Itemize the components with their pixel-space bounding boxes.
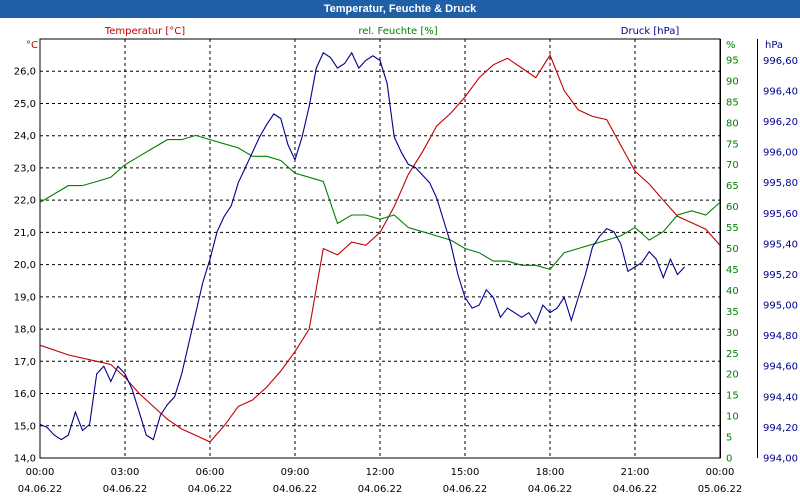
y-middle-tick-label: 15 <box>726 391 739 402</box>
y-right-tick-label: 996,00 <box>763 148 798 159</box>
axes-group: 00:00 04.06.22 03:00 04.06.22 06:00 04.06.22 0… <box>14 26 798 495</box>
y-middle-tick-label: 25 <box>726 349 739 360</box>
x-date-label: 04.06.22 <box>103 484 148 495</box>
y-middle-tick-label: 50 <box>726 244 739 255</box>
y-middle-tick-label: 65 <box>726 181 739 192</box>
y-left-tick-label: 26,0 <box>14 67 36 78</box>
pressure-line <box>39 51 686 441</box>
grid <box>40 39 720 458</box>
y-right-tick-label: 995,60 <box>763 209 798 220</box>
y-left-tick-label: 16,0 <box>14 389 36 400</box>
window-titlebar: Temperatur, Feuchte & Druck <box>0 0 800 18</box>
y-middle-tick-label: 40 <box>726 286 739 297</box>
chart: 00:00 04.06.22 03:00 04.06.22 06:00 04.06.22 0… <box>14 26 798 495</box>
x-date-label: 04.06.22 <box>528 484 573 495</box>
x-tick-label: 12:00 <box>366 467 395 478</box>
y-left-tick-label: 14,0 <box>14 454 36 465</box>
y-right-tick-label: 994,80 <box>763 331 798 342</box>
y-middle-unit: % <box>726 40 736 51</box>
y-right-tick-label: 994,40 <box>763 392 798 403</box>
y-middle-tick-label: 30 <box>726 328 739 339</box>
y-left-tick-label: 22,0 <box>14 196 36 207</box>
y-right-tick-label: 995,20 <box>763 270 798 281</box>
y-left-tick-label: 18,0 <box>14 325 36 336</box>
y-right-tick-label: 994,20 <box>763 423 798 434</box>
x-date-label: 04.06.22 <box>358 484 403 495</box>
x-date-label: 04.06.22 <box>273 484 318 495</box>
y-middle-tick-label: 95 <box>726 55 739 66</box>
y-left-tick-label: 21,0 <box>14 228 36 239</box>
y-left-tick-label: 24,0 <box>14 131 36 142</box>
y-right-unit: hPa <box>765 40 783 51</box>
y-right-tick-label: 995,00 <box>763 301 798 312</box>
y-middle-tick-label: 90 <box>726 76 739 87</box>
x-date-label: 05.06.22 <box>698 484 743 495</box>
window-title: Temperatur, Feuchte & Druck <box>323 3 477 15</box>
y-middle-tick-label: 80 <box>726 118 739 129</box>
y-left-tick-label: 15,0 <box>14 421 36 432</box>
y-right-tick-label: 995,80 <box>763 178 798 189</box>
series-group <box>39 51 721 443</box>
x-date-label: 04.06.22 <box>188 484 233 495</box>
x-tick-label: 00:00 <box>26 467 55 478</box>
y-right-tick-label: 996,60 <box>763 56 798 67</box>
x-tick-label: 09:00 <box>281 467 310 478</box>
y-right-tick-label: 995,40 <box>763 239 798 250</box>
x-tick-label: 00:00 <box>706 467 735 478</box>
y-left-tick-label: 19,0 <box>14 292 36 303</box>
x-tick-label: 06:00 <box>196 467 225 478</box>
y-middle-tick-label: 5 <box>726 433 732 444</box>
x-tick-label: 21:00 <box>621 467 650 478</box>
y-middle-tick-label: 60 <box>726 202 739 213</box>
x-date-label: 04.06.22 <box>443 484 488 495</box>
x-tick-label: 15:00 <box>451 467 480 478</box>
x-date-label: 04.06.22 <box>613 484 658 495</box>
y-middle-tick-label: 10 <box>726 412 739 423</box>
y-left-axis-label: Temperatur [°C] <box>104 26 185 37</box>
y-left-tick-label: 20,0 <box>14 260 36 271</box>
y-right-tick-label: 994,60 <box>763 362 798 373</box>
y-middle-tick-label: 70 <box>726 160 739 171</box>
y-left-tick-label: 25,0 <box>14 99 36 110</box>
y-middle-tick-label: 20 <box>726 370 739 381</box>
y-left-tick-label: 23,0 <box>14 163 36 174</box>
y-middle-axis-label: rel. Feuchte [%] <box>358 26 437 37</box>
y-middle-tick-label: 55 <box>726 223 739 234</box>
y-middle-tick-label: 45 <box>726 265 739 276</box>
y-left-unit: °C <box>26 40 38 51</box>
y-right-axis-label: Druck [hPa] <box>621 26 680 37</box>
x-tick-label: 18:00 <box>536 467 565 478</box>
temperature-line <box>39 53 721 443</box>
y-right-tick-label: 994,00 <box>763 454 798 465</box>
y-middle-tick-label: 35 <box>726 307 739 318</box>
y-middle-tick-label: 75 <box>726 139 739 150</box>
y-middle-tick-label: 85 <box>726 97 739 108</box>
y-left-tick-label: 17,0 <box>14 357 36 368</box>
x-date-label: 04.06.22 <box>18 484 63 495</box>
y-right-tick-label: 996,20 <box>763 117 798 128</box>
x-tick-label: 03:00 <box>111 467 140 478</box>
humidity-line <box>39 134 721 271</box>
y-right-tick-label: 996,40 <box>763 86 798 97</box>
y-middle-tick-label: 0 <box>726 454 732 465</box>
